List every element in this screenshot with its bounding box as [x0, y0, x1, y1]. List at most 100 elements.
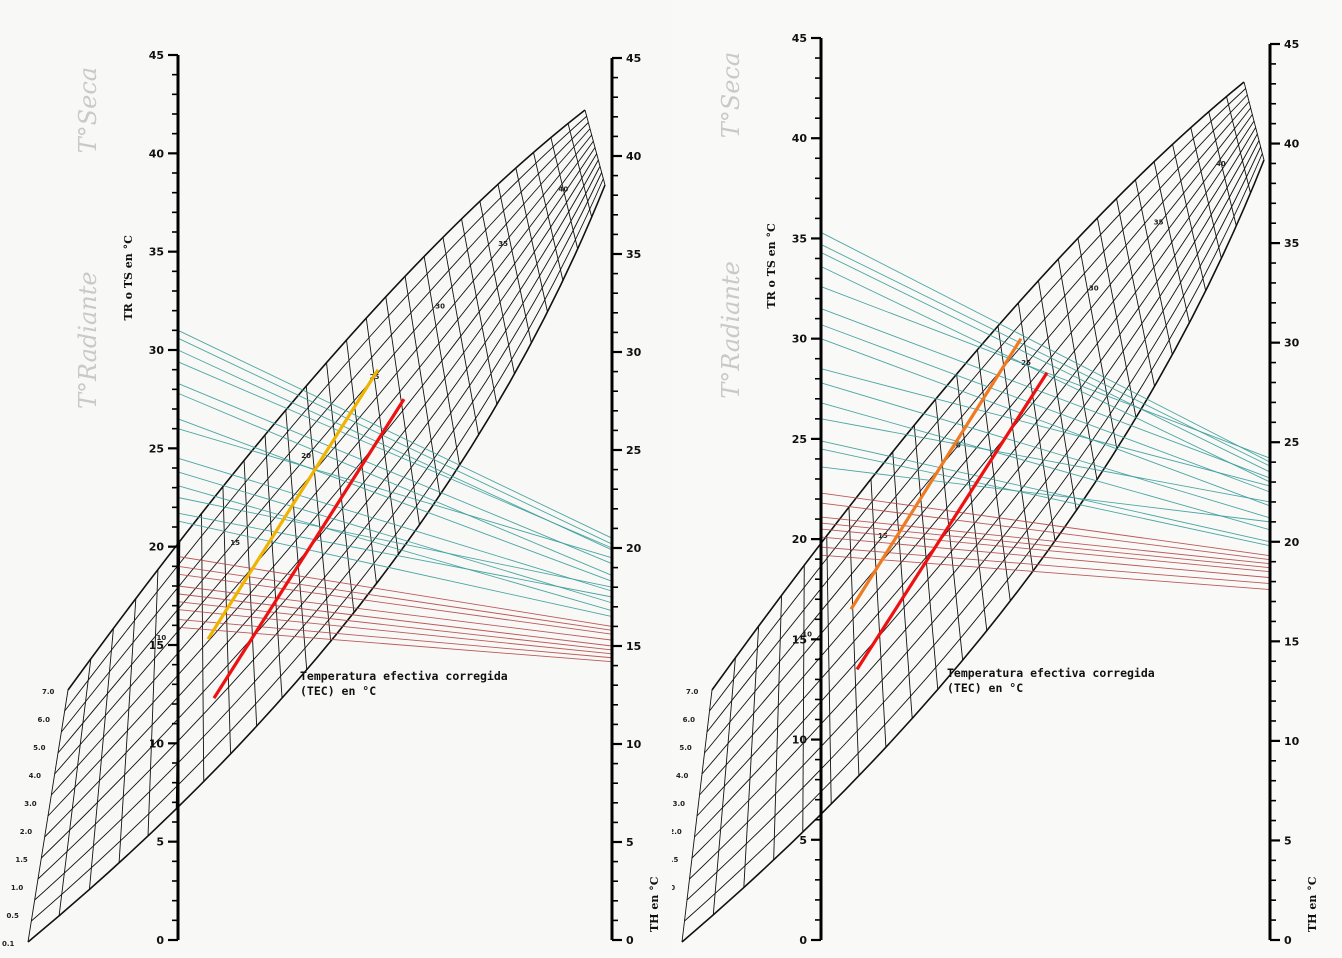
highlight-line-orange — [849, 337, 1023, 611]
right-axis-tick-label: 5 — [626, 836, 634, 849]
grid-cross-line — [1017, 302, 1056, 541]
series-teal-line — [177, 471, 613, 604]
left-axis-tick-label: 40 — [149, 147, 165, 160]
grid-cross-line — [27, 689, 69, 943]
right-axis-tick-label: 40 — [1284, 138, 1300, 151]
series-teal-line — [177, 383, 613, 565]
series-teal-line — [177, 361, 613, 549]
right-axis-tick-label: 25 — [1284, 436, 1299, 449]
series-red-line — [820, 522, 1271, 569]
grid-cross-line — [550, 137, 579, 250]
series-teal-line — [820, 466, 1271, 523]
nomogram-left-chart: 101520253035400.10.51.01.52.03.04.05.06.… — [2, 49, 661, 948]
grid-cross-line — [584, 109, 606, 186]
tec-label: 10 — [802, 631, 812, 639]
highlight-line-yellow — [206, 368, 380, 640]
left-axis-tick-label: 30 — [792, 333, 808, 346]
highlight-line-bold_red — [855, 371, 1049, 671]
grid-cross-line — [976, 349, 1011, 602]
grid-cross-line — [773, 595, 783, 860]
velocity-label: 5.0 — [33, 744, 46, 752]
grid-cross-line — [1038, 280, 1077, 511]
series-red-line — [820, 516, 1271, 565]
right-axis-tick-label: 5 — [1284, 834, 1292, 847]
series-teal-line — [177, 485, 613, 612]
tec-label: 15 — [230, 539, 240, 547]
grid-cross-line — [497, 184, 532, 344]
grid-cross-line — [222, 486, 232, 754]
nomogram-left-panel: 101520253035400.10.51.01.52.03.04.05.06.… — [2, 49, 661, 948]
right-axis-tick-label: 0 — [626, 934, 634, 947]
series-teal-line — [820, 448, 1271, 547]
grid-cross-line — [826, 535, 832, 805]
grid-cross-line — [326, 362, 355, 613]
grid-cross-line — [681, 689, 713, 943]
left-axis-tick-label: 40 — [792, 132, 808, 145]
series-teal-line — [820, 418, 1271, 503]
series-teal-line — [820, 402, 1271, 531]
series-teal-line — [820, 324, 1271, 493]
tec-label: 30 — [435, 303, 445, 311]
right-axis-title: TH en °C — [1306, 876, 1319, 932]
left-axis-tick-label: 25 — [792, 433, 807, 446]
grid-cross-line — [147, 569, 159, 836]
velocity-label: 2.0 — [672, 828, 682, 836]
left-axis-tick-label: 10 — [792, 734, 808, 747]
left-axis-tick-label: 45 — [149, 49, 164, 62]
series-teal-line — [820, 232, 1271, 463]
velocity-label: 3.0 — [673, 800, 686, 808]
velocity-label: 1.0 — [11, 884, 24, 892]
grid-curve — [60, 122, 589, 733]
grid-cross-line — [1172, 144, 1207, 291]
right-axis-tick-label: 45 — [1284, 38, 1299, 51]
series-red-line — [820, 536, 1271, 579]
series-red-line — [820, 492, 1271, 557]
left-axis-tick-label: 0 — [799, 934, 807, 947]
velocity-label: 7.0 — [686, 688, 699, 696]
grid-cross-line — [1057, 258, 1098, 480]
series-teal-line — [820, 368, 1271, 487]
grid-cross-line — [1208, 111, 1237, 226]
handwritten-note-radiante: T°Radiante — [74, 271, 102, 409]
series-teal-line — [177, 392, 613, 576]
velocity-label: 0.1 — [2, 940, 15, 948]
grid-cross-line — [479, 201, 515, 374]
grid-cross-line — [956, 374, 988, 631]
grid-cross-line — [515, 167, 548, 312]
grid-curve — [67, 109, 586, 691]
series-red-line — [820, 546, 1271, 585]
series-red-line — [177, 565, 613, 631]
velocity-label: 3.0 — [24, 800, 37, 808]
right-axis-tick-label: 10 — [626, 738, 642, 751]
series-red-line — [820, 554, 1271, 591]
right-axis-tick-label: 20 — [626, 542, 642, 555]
grid-cross-line — [1243, 81, 1265, 161]
velocity-label: 6.0 — [38, 716, 51, 724]
grid-curve — [57, 128, 591, 754]
velocity-label: 2.0 — [20, 828, 33, 836]
right-axis-tick-label: 15 — [1284, 635, 1299, 648]
tec-label: 10 — [156, 634, 166, 642]
series-teal-line — [177, 512, 613, 598]
nomogram-right-panel: 101520253035400.10.51.01.52.03.04.05.06.… — [672, 0, 1342, 958]
nomogram-right-chart: 101520253035400.10.51.01.52.03.04.05.06.… — [672, 32, 1319, 947]
tec-label: 40 — [559, 185, 569, 193]
series-teal-line — [177, 428, 613, 559]
series-red-line — [177, 573, 613, 635]
grid-cross-line — [1190, 127, 1222, 259]
left-axis-tick-label: 20 — [792, 533, 808, 546]
grid-cross-line — [913, 425, 939, 690]
right-axis-tick-label: 20 — [1284, 536, 1300, 549]
velocity-label: 5.0 — [679, 744, 692, 752]
right-axis-tick-label: 25 — [626, 444, 641, 457]
left-axis-tick-label: 25 — [149, 442, 164, 455]
grid-cross-line — [88, 628, 114, 890]
series-red-line — [177, 593, 613, 647]
handwritten-note-radiante: T°Radiante — [717, 261, 745, 399]
grid-cross-line — [404, 276, 441, 496]
grid-curve — [31, 178, 604, 922]
tec-label: 20 — [951, 441, 961, 449]
grid-cross-line — [533, 152, 564, 281]
grid-cross-line — [58, 658, 92, 916]
grid-cross-line — [201, 513, 205, 782]
